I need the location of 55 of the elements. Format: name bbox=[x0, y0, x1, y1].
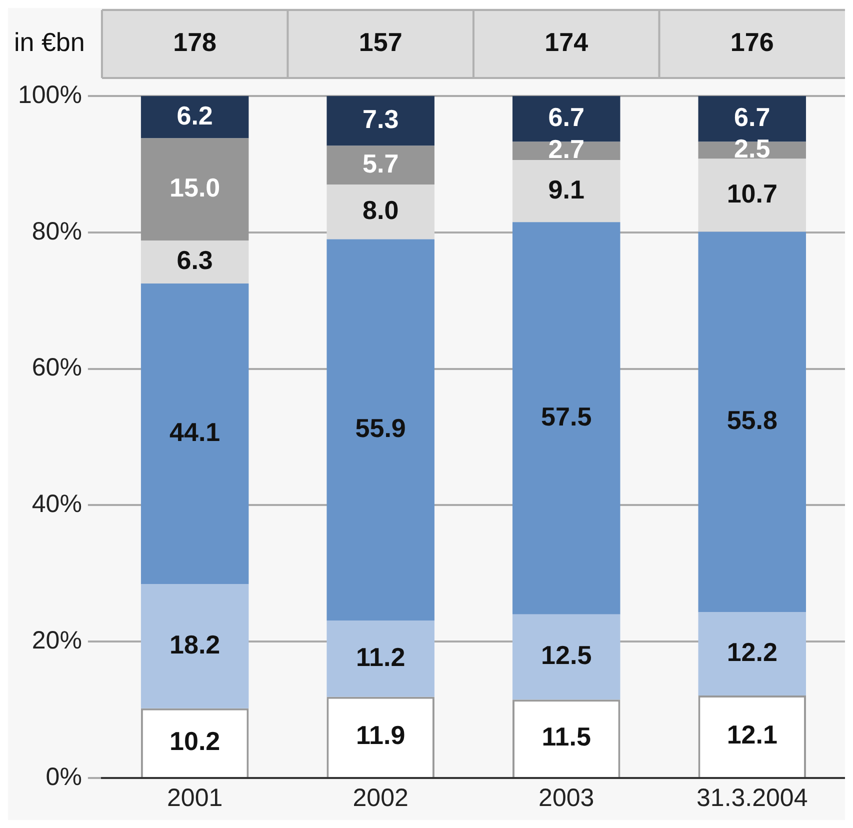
data-label: 5.7 bbox=[362, 148, 399, 178]
text: 176 bbox=[730, 27, 774, 58]
text: 174 bbox=[544, 27, 589, 58]
y-tick-label: 100% bbox=[18, 80, 82, 109]
data-label: 18.2 bbox=[170, 630, 220, 660]
data-label: 2.5 bbox=[734, 133, 770, 164]
bar bbox=[326, 96, 434, 146]
bar bbox=[140, 240, 249, 284]
bar bbox=[140, 96, 249, 138]
bar bbox=[698, 232, 806, 612]
data-label: 12.1 bbox=[726, 719, 778, 750]
data-label: 8.0 bbox=[362, 195, 399, 226]
text: 178 bbox=[173, 27, 217, 58]
y-tick-label: 20% bbox=[32, 626, 82, 654]
bar bbox=[140, 284, 249, 584]
data-label: 6.2 bbox=[176, 100, 213, 130]
data-label: 6.7 bbox=[548, 102, 584, 132]
data-label: 7.3 bbox=[362, 104, 399, 134]
text: 157 bbox=[358, 27, 402, 58]
text: in €bn bbox=[14, 27, 85, 58]
data-label: 44.1 bbox=[170, 417, 220, 448]
x-tick-label: 2002 bbox=[352, 784, 408, 812]
bar bbox=[326, 146, 434, 185]
x-tick-label: 2001 bbox=[167, 784, 223, 812]
data-label: 55.9 bbox=[355, 413, 406, 444]
data-label: 11.5 bbox=[542, 721, 591, 752]
x-tick-label: 31.3.2004 bbox=[696, 784, 808, 812]
data-label: 10.2 bbox=[170, 726, 220, 756]
data-label: 12.5 bbox=[541, 640, 592, 670]
bar bbox=[698, 612, 806, 696]
x-tick-label: 2003 bbox=[538, 784, 594, 812]
bar bbox=[140, 138, 249, 241]
data-label: 6.3 bbox=[176, 245, 213, 276]
data-label: 9.1 bbox=[548, 174, 584, 204]
data-label: 12.2 bbox=[726, 637, 778, 668]
data-label: 15.0 bbox=[170, 172, 220, 203]
bar bbox=[512, 160, 620, 222]
y-tick-label: 60% bbox=[32, 354, 82, 382]
data-label: 55.8 bbox=[726, 405, 778, 436]
data-label: 10.7 bbox=[726, 178, 778, 208]
data-label: 11.9 bbox=[356, 720, 406, 750]
y-tick-label: 80% bbox=[32, 217, 82, 246]
data-label: 2.7 bbox=[548, 134, 584, 164]
y-tick-label: 40% bbox=[32, 490, 82, 518]
bar bbox=[326, 184, 434, 240]
bar bbox=[698, 158, 806, 232]
data-label: 57.5 bbox=[541, 401, 592, 432]
bar bbox=[326, 620, 434, 697]
bar bbox=[512, 614, 620, 700]
bar bbox=[326, 239, 434, 620]
bar bbox=[140, 584, 249, 708]
data-label: 6.7 bbox=[734, 102, 770, 132]
data-label: 11.2 bbox=[356, 642, 406, 672]
bar bbox=[512, 222, 620, 614]
y-tick-label: 0% bbox=[46, 762, 82, 791]
